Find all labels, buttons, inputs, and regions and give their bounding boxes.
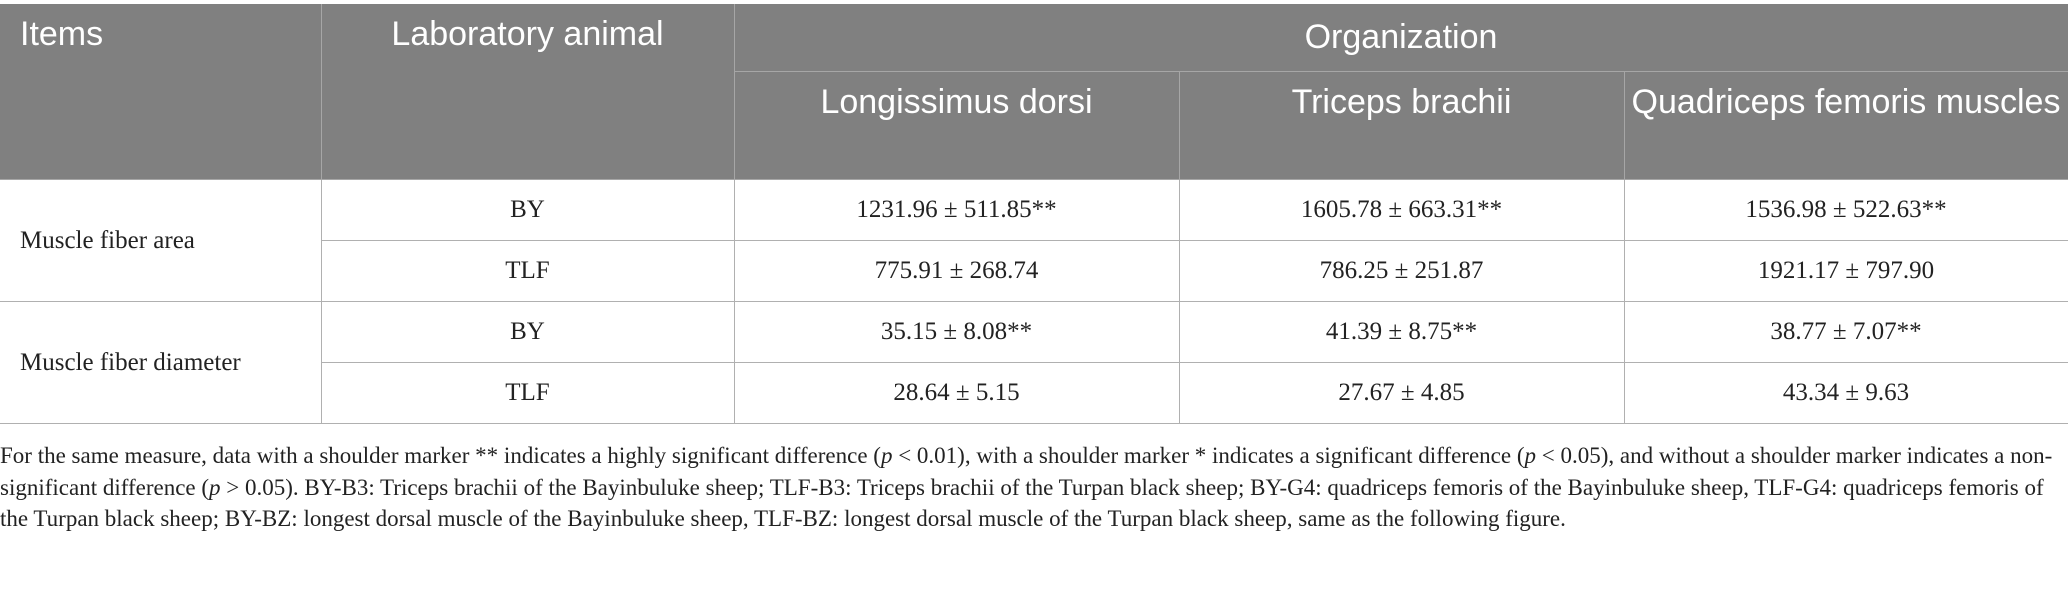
value-cell: 28.64 ± 5.15: [733, 362, 1180, 424]
table-footnote: For the same measure, data with a should…: [0, 440, 2062, 535]
footnote-text: > 0.05). BY-B3: Triceps brachii of the B…: [0, 474, 2044, 532]
data-table: Items Laboratory animal Organization Lon…: [0, 4, 2068, 424]
footnote-p-symbol: p: [880, 443, 893, 468]
item-muscle-fiber-diameter: Muscle fiber diameter: [0, 301, 322, 424]
value-cell: 35.15 ± 8.08**: [733, 301, 1180, 363]
value-cell: 786.25 ± 251.87: [1178, 240, 1625, 302]
table-row: Muscle fiber diameter BY 35.15 ± 8.08** …: [0, 301, 2068, 424]
header-row-sub: Longissimus dorsi Triceps brachii Quadri…: [0, 71, 2068, 180]
animal-cell: BY: [320, 301, 735, 363]
header-items: Items: [0, 4, 322, 180]
value-cell: 775.91 ± 268.74: [733, 240, 1180, 302]
value-cell: 27.67 ± 4.85: [1178, 362, 1625, 424]
footnote-text: < 0.01), with a shoulder marker * indica…: [892, 443, 1525, 468]
value-cell: 1921.17 ± 797.90: [1623, 240, 2068, 302]
animal-cell: TLF: [320, 362, 735, 424]
header-quadriceps-femoris: Quadriceps femoris muscles: [1623, 71, 2068, 180]
footnote-p-symbol: p: [209, 474, 221, 500]
footnote-text: For the same measure, data with a should…: [0, 443, 881, 468]
value-cell: 1605.78 ± 663.31**: [1178, 179, 1625, 241]
header-longissimus-dorsi: Longissimus dorsi: [734, 71, 1180, 180]
value-cell: 43.34 ± 9.63: [1623, 362, 2068, 424]
animal-cell: BY: [320, 179, 735, 241]
animal-cell: TLF: [320, 240, 735, 302]
header-organization: Organization: [733, 4, 2068, 72]
header-row-top: Items Laboratory animal Organization: [0, 4, 2068, 180]
value-cell: 1231.96 ± 511.85**: [733, 179, 1180, 241]
item-muscle-fiber-area: Muscle fiber area: [0, 179, 322, 302]
header-triceps-brachii: Triceps brachii: [1178, 71, 1625, 180]
value-cell: 41.39 ± 8.75**: [1178, 301, 1625, 363]
value-cell: 38.77 ± 7.07**: [1623, 301, 2068, 363]
footnote-p-symbol: p: [1524, 443, 1537, 468]
footnote-text: < 0.05), and without a shoulder marker i…: [0, 443, 2053, 500]
table-row: Muscle fiber area BY 1231.96 ± 511.85** …: [0, 179, 2068, 302]
table-row: TLF 28.64 ± 5.15 27.67 ± 4.85 43.34 ± 9.…: [0, 362, 2068, 424]
value-cell: 1536.98 ± 522.63**: [1623, 179, 2068, 241]
header-laboratory-animal: Laboratory animal: [320, 4, 735, 180]
